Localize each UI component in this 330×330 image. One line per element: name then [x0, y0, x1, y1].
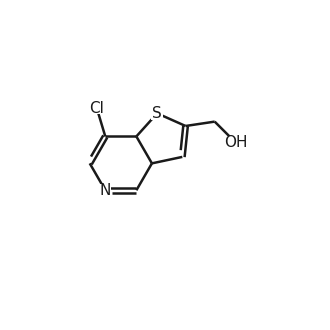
Bar — [86, 102, 108, 115]
Bar — [225, 136, 246, 148]
Text: OH: OH — [224, 135, 247, 150]
Text: S: S — [152, 106, 162, 121]
Bar — [151, 107, 163, 119]
Bar — [99, 184, 112, 196]
Text: Cl: Cl — [89, 101, 104, 116]
Text: N: N — [100, 183, 111, 198]
